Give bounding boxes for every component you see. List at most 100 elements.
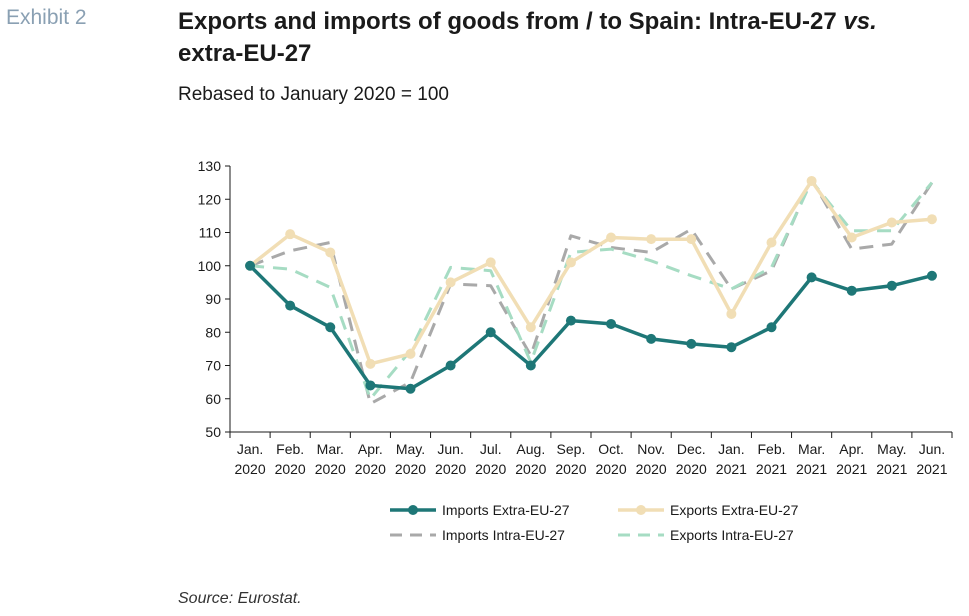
data-point xyxy=(405,348,416,359)
y-tick-label: 100 xyxy=(198,258,222,274)
legend-label: Imports Extra-EU-27 xyxy=(442,502,570,518)
x-tick-label-year: 2021 xyxy=(716,461,747,477)
series-imports-intra-eu-27 xyxy=(249,177,934,406)
x-tick-label-month: Jul. xyxy=(480,441,502,457)
y-tick-label: 50 xyxy=(205,424,221,440)
chart-axes: 50 60 70 80 90 100 110 120 130 Jan. 2020 Feb. 2020 Ma… xyxy=(198,158,953,477)
series-exports-intra-eu-27 xyxy=(249,179,934,401)
legend-item: Exports Intra-EU-27 xyxy=(618,527,794,543)
data-point xyxy=(285,300,296,311)
x-tick-label-month: May. xyxy=(877,441,906,457)
y-tick-label: 60 xyxy=(205,391,221,407)
data-point xyxy=(485,257,496,268)
data-point xyxy=(726,308,737,319)
legend-item: Imports Intra-EU-27 xyxy=(390,527,565,543)
title-main: Exports and imports of goods from / to S… xyxy=(178,8,844,35)
x-tick-label-month: Mar. xyxy=(317,441,344,457)
legend-marker xyxy=(408,505,418,515)
data-point xyxy=(565,315,576,326)
data-point xyxy=(485,327,496,338)
data-point xyxy=(846,285,857,296)
x-tick-label-month: May. xyxy=(396,441,425,457)
x-tick-label-year: 2020 xyxy=(475,461,506,477)
chart-subtitle: Rebased to January 2020 = 100 xyxy=(178,84,449,105)
x-tick-label-month: Jun. xyxy=(919,441,945,457)
x-tick-label-year: 2020 xyxy=(234,461,265,477)
series-layer xyxy=(245,175,937,406)
legend-item: Exports Extra-EU-27 xyxy=(618,502,799,518)
x-tick-label-month: Feb. xyxy=(276,441,304,457)
x-tick-label-year: 2020 xyxy=(315,461,346,477)
chart-legend: Imports Extra-EU-27 Exports Extra-EU-27 Im… xyxy=(390,502,799,543)
data-point xyxy=(646,234,657,245)
data-point xyxy=(606,318,617,329)
data-point xyxy=(726,342,737,353)
data-point xyxy=(525,322,536,333)
data-point xyxy=(886,217,897,228)
source-note: Source: Eurostat. xyxy=(178,590,302,607)
y-tick-label: 80 xyxy=(205,324,221,340)
x-tick-label-month: Jun. xyxy=(437,441,463,457)
data-point xyxy=(886,280,897,291)
data-point xyxy=(846,232,857,243)
title-vs: vs. xyxy=(843,8,877,35)
data-point xyxy=(325,247,336,258)
legend-marker xyxy=(636,505,646,515)
data-point xyxy=(806,175,817,186)
y-tick-label: 70 xyxy=(205,358,221,374)
series-imports-extra-eu-27 xyxy=(245,260,937,394)
chart-title: Exports and imports of goods from / to S… xyxy=(178,6,958,70)
y-tick-label: 90 xyxy=(205,291,221,307)
data-point xyxy=(245,260,256,271)
x-tick-label-month: Jan. xyxy=(237,441,263,457)
data-point xyxy=(686,234,697,245)
data-point xyxy=(365,380,376,391)
x-tick-label-month: Apr. xyxy=(358,441,383,457)
data-point xyxy=(806,272,817,283)
x-tick-label-year: 2020 xyxy=(676,461,707,477)
x-tick-label-month: Dec. xyxy=(677,441,706,457)
x-tick-label-year: 2020 xyxy=(355,461,386,477)
x-tick-label-year: 2020 xyxy=(275,461,306,477)
x-tick-label-month: Nov. xyxy=(637,441,665,457)
data-point xyxy=(445,277,456,288)
x-tick-label-year: 2020 xyxy=(636,461,667,477)
data-point xyxy=(405,383,416,394)
x-tick-label-month: Feb. xyxy=(757,441,785,457)
data-point xyxy=(686,338,697,349)
data-point xyxy=(766,322,777,333)
x-tick-label-month: Mar. xyxy=(798,441,825,457)
series-line xyxy=(248,264,934,391)
legend-item: Imports Extra-EU-27 xyxy=(390,502,570,518)
x-tick-label-year: 2020 xyxy=(595,461,626,477)
data-point xyxy=(766,237,777,248)
legend-label: Exports Extra-EU-27 xyxy=(670,502,799,518)
x-tick-label-month: Sep. xyxy=(557,441,586,457)
data-point xyxy=(525,360,536,371)
y-tick-label: 120 xyxy=(198,191,222,207)
data-point xyxy=(926,270,937,281)
y-tick-label: 110 xyxy=(199,225,222,241)
x-tick-label-year: 2020 xyxy=(435,461,466,477)
series-line xyxy=(248,179,934,366)
y-tick-label: 130 xyxy=(198,158,222,174)
x-tick-label-month: Aug. xyxy=(516,441,545,457)
data-point xyxy=(285,229,296,240)
x-tick-label-year: 2020 xyxy=(555,461,586,477)
x-tick-label-month: Oct. xyxy=(598,441,624,457)
x-tick-label-year: 2021 xyxy=(756,461,787,477)
x-tick-label-year: 2021 xyxy=(796,461,827,477)
series-line xyxy=(249,179,934,401)
exhibit-label: Exhibit 2 xyxy=(6,6,87,29)
x-tick-label-year: 2021 xyxy=(836,461,867,477)
series-line xyxy=(249,177,934,406)
data-point xyxy=(646,333,657,344)
legend-label: Exports Intra-EU-27 xyxy=(670,527,794,543)
x-tick-label-year: 2021 xyxy=(876,461,907,477)
x-tick-label-month: Apr. xyxy=(839,441,864,457)
data-point xyxy=(325,322,336,333)
data-point xyxy=(606,232,617,243)
data-point xyxy=(565,257,576,268)
x-tick-label-year: 2020 xyxy=(395,461,426,477)
